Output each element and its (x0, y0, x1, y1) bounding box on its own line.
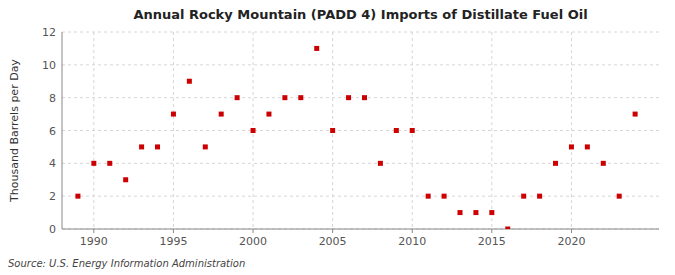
data-point (633, 112, 638, 117)
x-tick-mark (412, 229, 413, 233)
data-point (219, 112, 224, 117)
y-grid-line (62, 130, 659, 131)
chart-title: Annual Rocky Mountain (PADD 4) Imports o… (133, 7, 587, 22)
y-grid-line (62, 163, 659, 164)
y-tick-label: 6 (49, 125, 56, 138)
x-tick-label: 1990 (80, 235, 108, 248)
x-tick-label: 1995 (159, 235, 187, 248)
data-point (155, 144, 160, 149)
x-tick-mark (93, 229, 94, 233)
y-tick-label: 2 (49, 190, 56, 203)
y-tick-label: 4 (49, 157, 56, 170)
chart-svg: 0 2 4 6 8 10 12 1990 1995 2000 2005 2010 2015 2020 Ann… (0, 0, 675, 275)
x-tick-label: 2010 (398, 235, 426, 248)
x-axis-line (62, 229, 659, 230)
data-point (362, 95, 367, 100)
data-point (107, 161, 112, 166)
data-point (505, 227, 510, 230)
data-points (75, 46, 637, 229)
data-point (314, 46, 319, 51)
data-point (394, 128, 399, 133)
data-point (410, 128, 415, 133)
x-tick-mark (332, 229, 333, 233)
data-point (346, 95, 351, 100)
data-point (569, 144, 574, 149)
data-point (473, 210, 478, 215)
data-point (521, 194, 526, 199)
data-point (171, 112, 176, 117)
y-axis-label: Thousand Barrels per Day (8, 59, 21, 203)
y-tick-label: 12 (42, 26, 56, 39)
data-point (75, 194, 80, 199)
x-tick-label: 2005 (319, 235, 347, 248)
data-point (203, 144, 208, 149)
data-point (235, 95, 240, 100)
x-grid-line (93, 32, 94, 229)
chart-container: 0 2 4 6 8 10 12 1990 1995 2000 2005 2010 2015 2020 Ann… (0, 0, 675, 275)
background (0, 0, 675, 275)
grid (62, 32, 659, 229)
y-grid-line (62, 64, 659, 65)
data-point (442, 194, 447, 199)
x-tick-mark (253, 229, 254, 233)
y-tick-label: 0 (49, 223, 56, 236)
data-point (378, 161, 383, 166)
x-grid-line (173, 32, 174, 229)
data-point (330, 128, 335, 133)
data-point (139, 144, 144, 149)
data-point (426, 194, 431, 199)
y-grid-line (62, 229, 659, 230)
data-point (251, 128, 256, 133)
x-tick-mark (491, 229, 492, 233)
data-point (617, 194, 622, 199)
data-point (458, 210, 463, 215)
data-point (123, 177, 128, 182)
y-grid-line (62, 97, 659, 98)
x-tick-label: 2015 (478, 235, 506, 248)
data-point (585, 144, 590, 149)
x-tick-mark (571, 229, 572, 233)
data-point (601, 161, 606, 166)
y-tick-label: 8 (49, 92, 56, 105)
source-note: Source: U.S. Energy Information Administ… (8, 258, 245, 269)
y-axis-line (62, 32, 63, 229)
x-grid-line (571, 32, 572, 229)
data-point (266, 112, 271, 117)
data-point (282, 95, 287, 100)
x-tick-label: 2020 (557, 235, 585, 248)
x-tick-label: 2000 (239, 235, 267, 248)
data-point (553, 161, 558, 166)
data-point (91, 161, 96, 166)
x-grid-line (491, 32, 492, 229)
y-tick-label: 10 (42, 59, 56, 72)
y-grid-line (62, 32, 659, 33)
data-point (489, 210, 494, 215)
data-point (298, 95, 303, 100)
data-point (537, 194, 542, 199)
y-grid-line (62, 196, 659, 197)
data-point (187, 79, 192, 84)
x-tick-mark (173, 229, 174, 233)
